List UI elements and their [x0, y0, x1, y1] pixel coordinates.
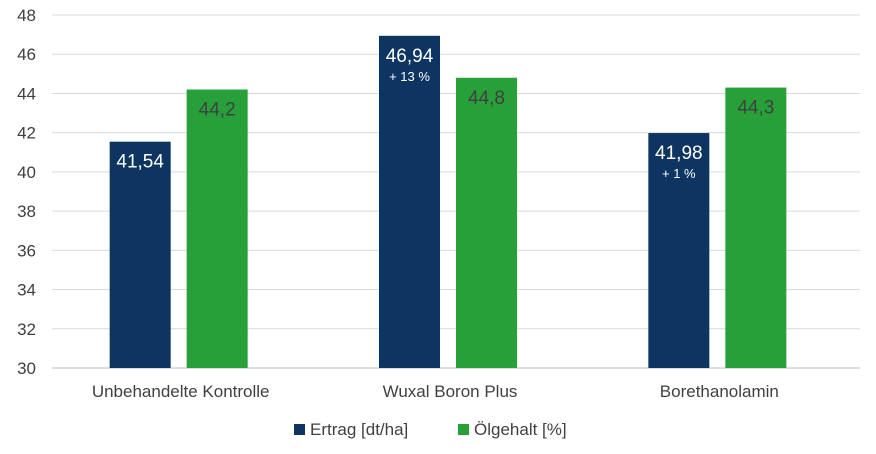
bar-oelgehalt — [725, 87, 787, 369]
x-category-label: Unbehandelte Kontrolle — [92, 382, 270, 401]
data-label: 44,3 — [737, 98, 774, 119]
bar-ertrag — [648, 133, 710, 368]
y-tick-label: 48 — [17, 6, 36, 25]
data-sublabel: + 13 % — [389, 69, 430, 84]
legend: Ertrag [dt/ha] Ölgehalt [%] — [294, 420, 567, 439]
y-axis: 30 32 34 36 38 40 42 44 46 48 — [17, 6, 36, 378]
legend-swatch — [294, 424, 305, 435]
legend-swatch — [458, 424, 469, 435]
y-tick-label: 44 — [17, 84, 36, 103]
bars — [109, 35, 787, 369]
legend-label: Ertrag [dt/ha] — [310, 420, 408, 439]
y-tick-label: 36 — [17, 241, 36, 260]
bar-oelgehalt — [186, 89, 248, 369]
y-tick-label: 38 — [17, 202, 36, 221]
data-label: 41,98 — [655, 143, 703, 164]
bar-oelgehalt — [456, 77, 517, 368]
data-labels: 41,54 44,2 46,94 + 13 % 44,8 41,98 + 1 % 44,3 — [116, 46, 774, 181]
data-label: 44,2 — [199, 100, 236, 121]
y-tick-label: 42 — [17, 124, 36, 143]
data-label: 41,54 — [116, 152, 164, 173]
data-label: 46,94 — [386, 46, 434, 67]
data-label: 44,8 — [468, 88, 505, 109]
legend-label: Ölgehalt [%] — [474, 420, 567, 439]
y-tick-label: 46 — [17, 45, 36, 64]
y-tick-label: 32 — [17, 320, 36, 339]
x-category-label: Borethanolamin — [660, 382, 779, 401]
x-category-label: Wuxal Boron Plus — [383, 382, 518, 401]
bar-ertrag — [379, 35, 440, 368]
bar-ertrag — [109, 141, 171, 368]
y-tick-label: 40 — [17, 163, 36, 182]
y-tick-label: 34 — [17, 281, 36, 300]
y-tick-label: 30 — [17, 359, 36, 378]
x-axis: Unbehandelte Kontrolle Wuxal Boron Plus Bo… — [92, 382, 779, 401]
data-sublabel: + 1 % — [662, 166, 696, 181]
